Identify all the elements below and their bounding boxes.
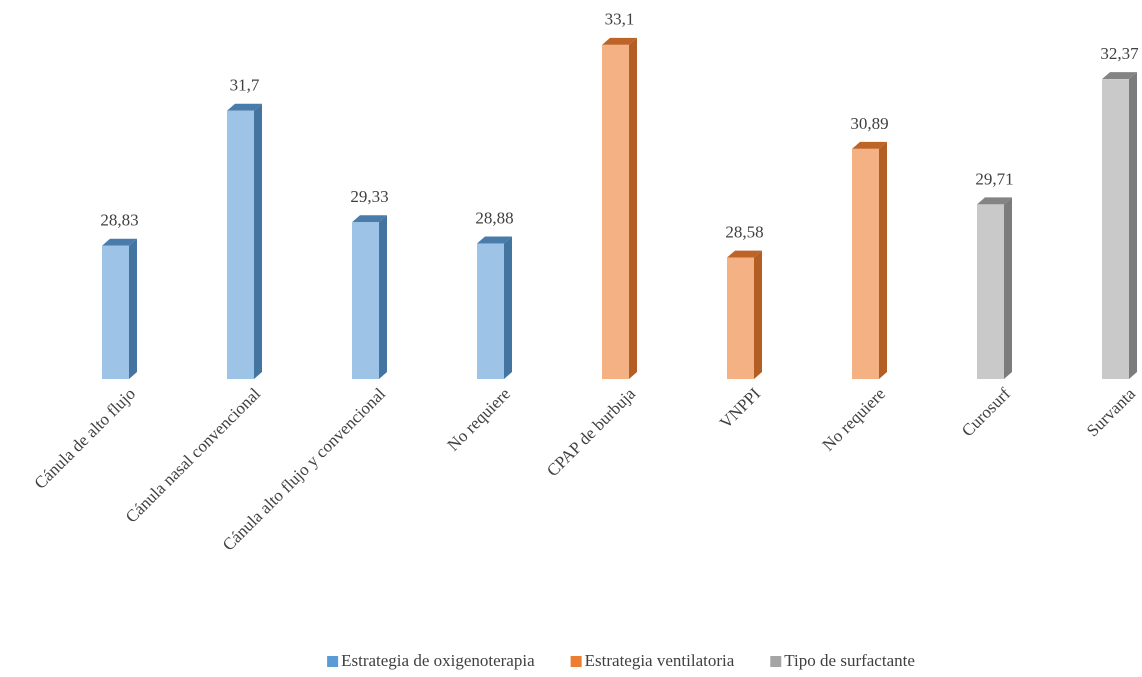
legend-swatch (570, 656, 582, 667)
value-label: 31,7 (230, 76, 260, 95)
bar (227, 110, 254, 379)
bar-side (879, 141, 887, 379)
bar-top (102, 238, 137, 246)
value-label: 28,88 (475, 208, 513, 227)
value-label: 29,33 (350, 187, 388, 206)
bar (1102, 79, 1129, 379)
bar-top (977, 197, 1012, 205)
bar (102, 245, 129, 379)
legend-label: Tipo de surfactante (784, 651, 915, 670)
x-tick-label: Cánula de alto flujo (31, 384, 140, 493)
value-label: 28,83 (100, 211, 138, 230)
x-tick-label: No requiere (819, 384, 890, 455)
legend: Estrategia de oxigenoterapia Estrategia v… (327, 651, 915, 670)
bar-top (227, 103, 262, 111)
bar-top (477, 236, 512, 244)
value-label: 32,37 (1100, 44, 1139, 63)
bar-side (1129, 72, 1137, 379)
bar (852, 148, 879, 379)
bar-top (1102, 72, 1137, 80)
bar-side (504, 236, 512, 379)
x-tick-label: CPAP de burbuja (543, 384, 639, 480)
bar-top (852, 141, 887, 149)
x-tick-label: Curosurf (958, 384, 1014, 440)
legend-swatch (327, 656, 339, 667)
bar (727, 257, 754, 379)
bar (977, 204, 1004, 379)
bar-side (629, 37, 637, 380)
x-tick-label: Survanta (1083, 384, 1139, 440)
bar-side (1004, 197, 1012, 379)
bar-side (254, 103, 262, 379)
bar (602, 44, 629, 380)
value-label: 28,58 (725, 222, 763, 241)
bar-side (129, 238, 137, 379)
value-label: 29,71 (975, 169, 1013, 188)
bar-top (727, 250, 762, 258)
x-tick-label: VNPPI (716, 384, 764, 432)
value-label: 30,89 (850, 114, 888, 133)
x-tick-label: No requiere (444, 384, 515, 455)
bar-top (352, 215, 387, 223)
legend-swatch (770, 656, 782, 667)
legend-label: Estrategia ventilatoria (585, 651, 735, 670)
legend-label: Estrategia de oxigenoterapia (341, 651, 535, 670)
value-label: 33,1 (605, 10, 635, 29)
bar-side (754, 250, 762, 379)
bar-top (602, 37, 637, 45)
x-tick-label: Cánula nasal convencional (122, 384, 264, 526)
bar-side (379, 215, 387, 379)
bar (477, 243, 504, 379)
bar (352, 222, 379, 379)
